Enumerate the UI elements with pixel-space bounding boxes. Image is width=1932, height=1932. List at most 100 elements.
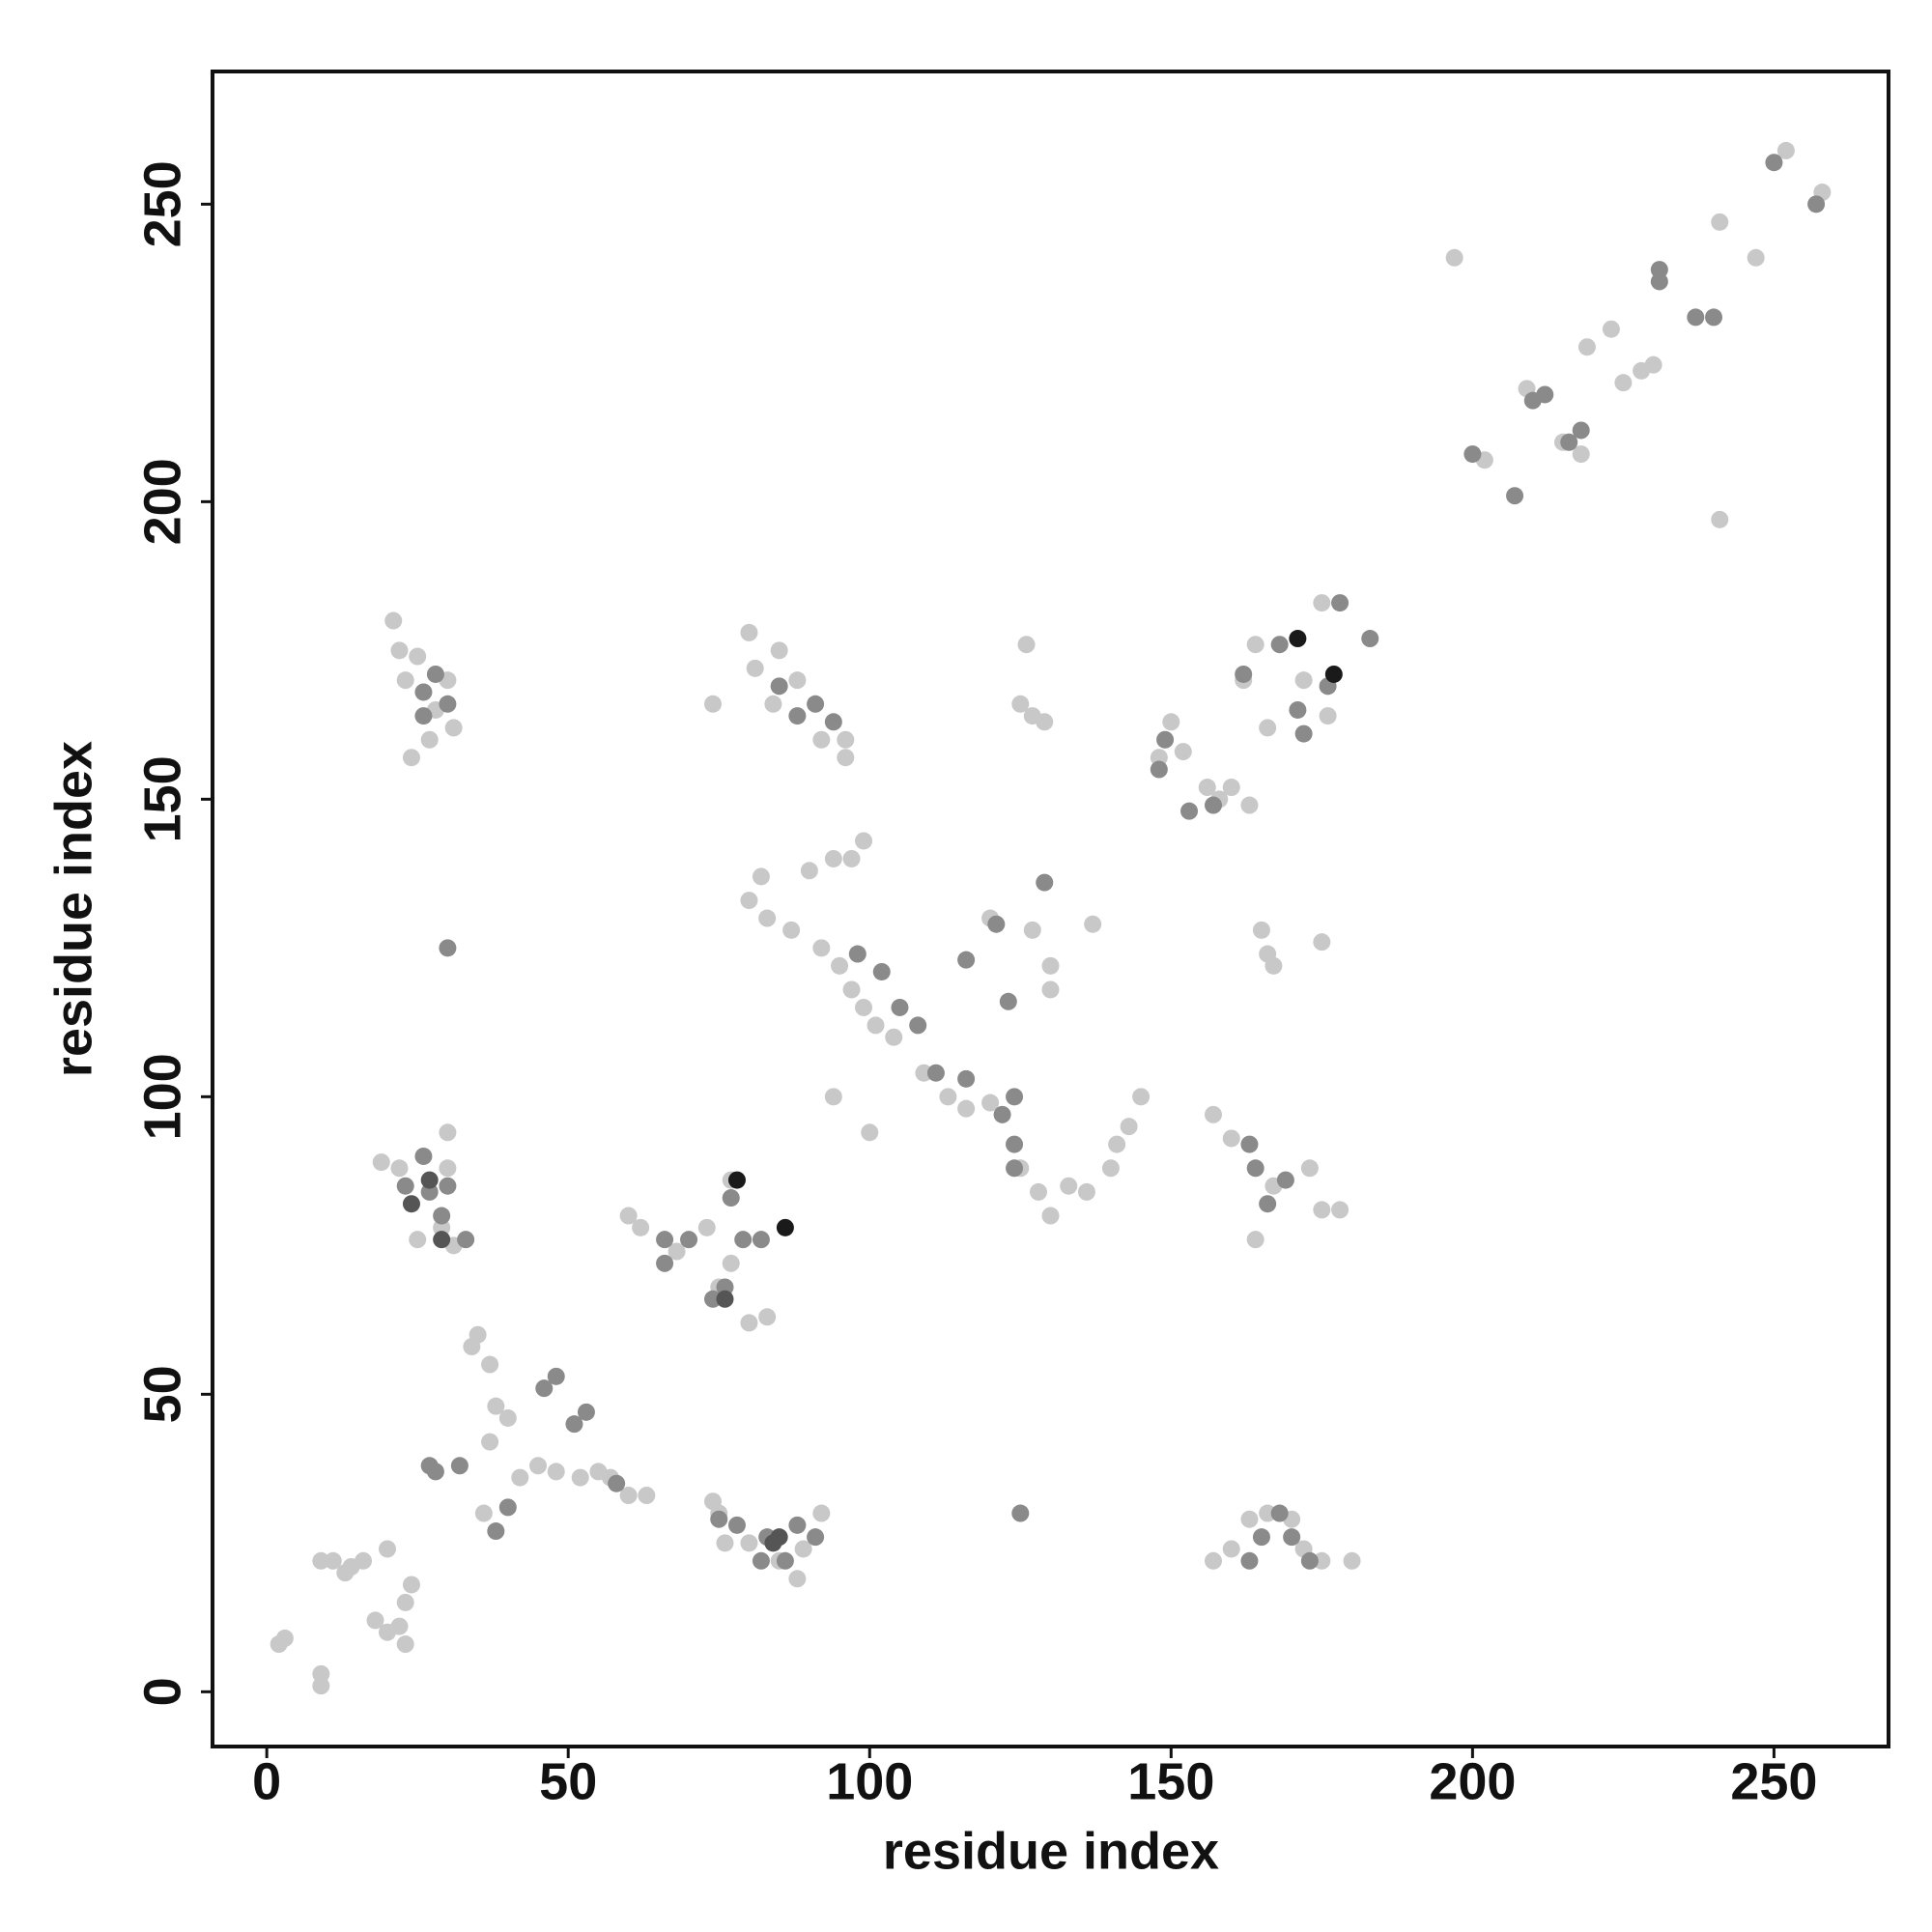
- point: [1222, 779, 1240, 797]
- point: [1077, 1182, 1095, 1201]
- point: [1747, 248, 1765, 267]
- point: [1205, 1105, 1223, 1123]
- point: [770, 677, 788, 696]
- point: [740, 1314, 758, 1332]
- point: [746, 659, 764, 677]
- point: [758, 1308, 777, 1326]
- point: [390, 1159, 409, 1178]
- point: [396, 1635, 414, 1654]
- point: [1252, 1528, 1270, 1547]
- point: [324, 1551, 342, 1570]
- point: [481, 1433, 499, 1451]
- point: [414, 707, 433, 725]
- point: [716, 1534, 734, 1552]
- point: [577, 1403, 595, 1421]
- point: [752, 867, 770, 886]
- point: [680, 1231, 698, 1249]
- point: [1361, 630, 1379, 648]
- point: [788, 1570, 807, 1588]
- point: [915, 1064, 933, 1082]
- point: [727, 1171, 746, 1189]
- point: [414, 1147, 433, 1165]
- point: [1264, 956, 1283, 975]
- point: [872, 962, 891, 980]
- point: [312, 1551, 330, 1570]
- point: [842, 980, 861, 999]
- point: [1270, 636, 1289, 654]
- point: [807, 1528, 825, 1547]
- point: [638, 1487, 656, 1505]
- point: [396, 671, 414, 690]
- point: [831, 956, 849, 975]
- point: [1252, 921, 1270, 939]
- point: [632, 1218, 650, 1236]
- point: [426, 665, 444, 683]
- point: [619, 1487, 638, 1505]
- x-axis-label: residue index: [883, 1822, 1219, 1880]
- point: [1711, 510, 1729, 528]
- point: [1041, 956, 1060, 975]
- point: [1205, 1551, 1223, 1570]
- point: [1313, 933, 1331, 952]
- point: [1577, 338, 1596, 356]
- point: [608, 1474, 626, 1492]
- point: [842, 849, 861, 867]
- point: [727, 1516, 746, 1534]
- point: [1240, 1551, 1259, 1570]
- point: [734, 1231, 753, 1249]
- point: [824, 713, 842, 731]
- point: [1246, 1231, 1264, 1249]
- point: [1324, 665, 1343, 683]
- point: [656, 1254, 674, 1272]
- point: [1331, 594, 1350, 612]
- point: [939, 1088, 957, 1106]
- point: [402, 1576, 420, 1594]
- point: [275, 1629, 294, 1647]
- point: [1259, 1504, 1277, 1522]
- point: [770, 1528, 788, 1547]
- point: [396, 1177, 414, 1195]
- point: [1614, 374, 1633, 392]
- point: [439, 1123, 457, 1142]
- point: [1705, 308, 1723, 327]
- y-axis-label: residue index: [44, 741, 102, 1077]
- point: [1174, 743, 1192, 761]
- point: [1711, 213, 1729, 231]
- point: [409, 647, 427, 666]
- point: [1011, 695, 1030, 713]
- point: [885, 1028, 903, 1046]
- point: [824, 1088, 842, 1106]
- y-tick-label: 150: [133, 755, 191, 842]
- point: [716, 1278, 734, 1296]
- point: [1650, 272, 1668, 291]
- point: [957, 1099, 976, 1118]
- point: [420, 1182, 439, 1201]
- point: [1180, 802, 1199, 820]
- point: [312, 1677, 330, 1695]
- point: [439, 1177, 457, 1195]
- point: [891, 998, 909, 1016]
- point: [1276, 1171, 1294, 1189]
- point: [788, 707, 807, 725]
- point: [758, 909, 777, 927]
- point: [1205, 796, 1223, 814]
- point: [855, 832, 873, 850]
- point: [487, 1397, 505, 1415]
- point: [1108, 1135, 1126, 1153]
- point: [776, 1218, 794, 1236]
- point: [498, 1408, 517, 1427]
- x-tick-label: 100: [826, 1752, 913, 1810]
- x-tick-label: 150: [1127, 1752, 1214, 1810]
- point: [1023, 921, 1041, 939]
- point: [848, 945, 867, 963]
- point: [1246, 636, 1264, 654]
- point: [1289, 630, 1307, 648]
- point: [1765, 154, 1783, 172]
- point: [529, 1457, 548, 1475]
- point: [481, 1355, 499, 1374]
- point: [1041, 980, 1060, 999]
- point: [1445, 248, 1463, 267]
- point: [668, 1242, 686, 1261]
- point: [770, 641, 788, 660]
